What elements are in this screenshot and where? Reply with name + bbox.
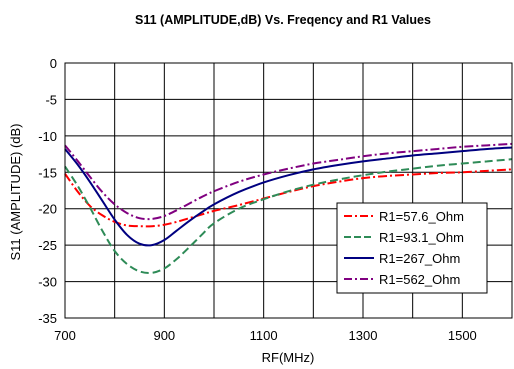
y-tick-label: -10	[38, 129, 57, 144]
y-tick-label: -30	[38, 275, 57, 290]
x-tick-label: 1100	[250, 328, 278, 343]
legend-label-3: R1=267_Ohm	[379, 251, 460, 266]
series-line-3	[64, 146, 513, 247]
legend-label-1: R1=57.6_Ohm	[379, 209, 464, 224]
y-axis-label: S11 (AMPLITUDE) (dB)	[8, 123, 23, 260]
x-axis-label: RF(MHz)	[262, 350, 315, 365]
y-tick-label: -15	[38, 165, 57, 180]
legend: R1=57.6_Ohm R1=93.1_Ohm R1=267_Ohm R1=562_O…	[336, 202, 488, 294]
tick-labels: 0 -5 -10 -15 -20 -25 -30 -35 700 900 1100 1300 1500	[38, 56, 477, 343]
y-tick-label: -25	[38, 238, 57, 253]
legend-label-4: R1=562_Ohm	[379, 272, 460, 287]
x-tick-label: 900	[153, 328, 175, 343]
plot-frame	[64, 62, 513, 319]
x-tick-label: 1500	[448, 328, 477, 343]
y-tick-label: -35	[38, 311, 57, 326]
y-tick-label: 0	[50, 56, 57, 71]
legend-label-2: R1=93.1_Ohm	[379, 230, 464, 245]
x-tick-label: 1300	[349, 328, 378, 343]
y-tick-label: -5	[45, 92, 57, 107]
series-line-1	[64, 168, 513, 228]
series-lines	[64, 142, 513, 275]
series-line-2	[64, 158, 513, 275]
x-tick-label: 700	[54, 328, 76, 343]
chart-title: S11 (AMPLITUDE,dB) Vs. Freqency and R1 V…	[135, 13, 431, 27]
y-tick-label: -20	[38, 202, 57, 217]
